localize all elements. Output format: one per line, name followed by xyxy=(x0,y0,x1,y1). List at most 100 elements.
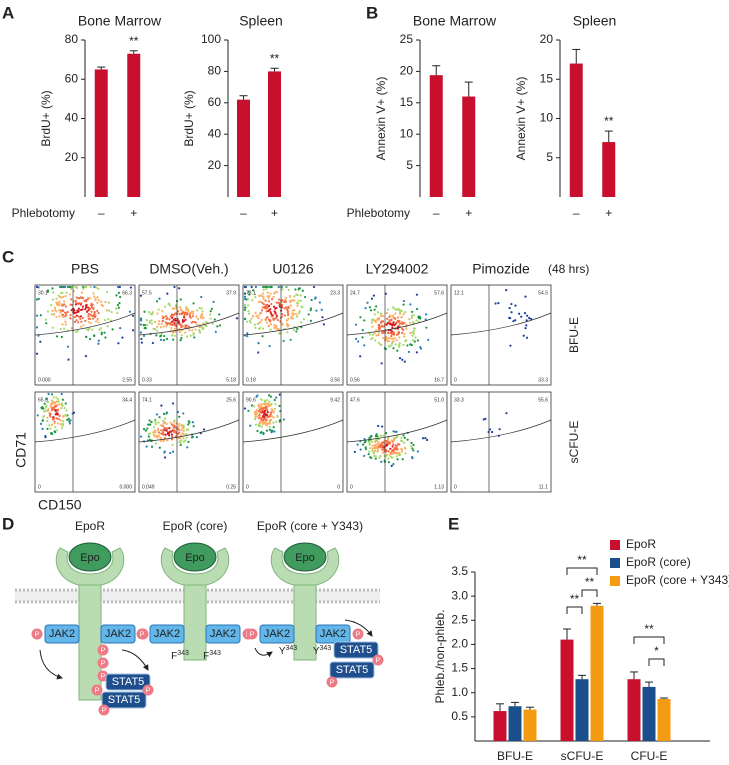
event-dot xyxy=(267,309,270,313)
event-dot xyxy=(262,402,266,406)
event-dot xyxy=(307,313,310,316)
event-dot xyxy=(250,285,253,289)
y-axis-label: Phleb./non-phleb. xyxy=(433,609,447,703)
event-dot xyxy=(64,323,67,326)
event-dot xyxy=(261,335,264,338)
event-dot xyxy=(247,304,250,307)
event-dot xyxy=(415,319,418,322)
legend-swatch xyxy=(610,558,620,568)
event-dot xyxy=(148,438,151,441)
receptor-arms xyxy=(55,547,125,586)
significance-bracket xyxy=(633,636,665,644)
event-dot xyxy=(287,305,290,309)
jak2-label: JAK2 xyxy=(210,628,236,640)
event-dot xyxy=(173,307,176,310)
residue: F343 xyxy=(203,650,221,662)
event-dot xyxy=(182,412,185,415)
event-dot xyxy=(155,334,158,337)
event-dot xyxy=(186,446,189,449)
event-dot xyxy=(372,446,376,450)
event-dot xyxy=(260,403,264,406)
event-dot xyxy=(179,330,182,334)
event-dot xyxy=(107,318,110,321)
event-dot xyxy=(157,434,161,437)
event-dot xyxy=(146,427,149,430)
event-dot xyxy=(119,295,122,299)
event-dot xyxy=(272,411,275,414)
bar xyxy=(268,71,281,197)
event-dot xyxy=(61,404,64,407)
event-dot xyxy=(44,436,47,439)
event-dot xyxy=(386,317,389,320)
significance: ** xyxy=(644,622,654,636)
column-header: PBS xyxy=(71,261,99,277)
event-dot xyxy=(150,445,154,448)
event-dot xyxy=(412,443,415,447)
event-dot xyxy=(66,285,70,289)
event-dot xyxy=(91,328,94,331)
bar xyxy=(429,75,443,197)
phospho-label: P xyxy=(250,631,255,638)
chart-title: Bone Marrow xyxy=(413,13,497,29)
event-dot xyxy=(371,318,375,321)
panel-label: B xyxy=(366,3,378,22)
phospho xyxy=(31,628,43,640)
bar xyxy=(590,605,604,741)
event-dot xyxy=(421,437,425,440)
event-dot xyxy=(212,300,215,303)
quadrant-value: 51.0 xyxy=(434,397,444,403)
residue-pos: 343 xyxy=(209,650,221,657)
event-dot xyxy=(266,316,269,319)
event-dot xyxy=(254,326,257,329)
event-dot xyxy=(530,317,533,321)
event-dot xyxy=(204,324,207,327)
event-dot xyxy=(258,405,261,408)
event-dot xyxy=(266,285,269,289)
event-dot xyxy=(87,315,90,318)
event-dot xyxy=(386,440,389,443)
quadrant-value: 37.9 xyxy=(226,290,236,296)
y-tick-label: 5 xyxy=(406,158,413,172)
residue-aa: Y xyxy=(279,646,286,657)
phospho-label: P xyxy=(376,657,381,664)
event-dot xyxy=(392,340,395,343)
event-dot xyxy=(508,307,511,310)
event-dot xyxy=(196,317,200,320)
event-dot xyxy=(49,427,52,430)
event-dot xyxy=(58,315,61,318)
event-dot xyxy=(184,439,187,442)
stat5-label: STAT5 xyxy=(112,676,145,688)
event-dot xyxy=(128,310,132,313)
y-tick-label: 100 xyxy=(201,32,221,46)
event-dot xyxy=(150,313,153,316)
event-dot xyxy=(385,340,389,343)
event-dot xyxy=(154,423,157,426)
significance-bracket xyxy=(581,589,598,597)
bar xyxy=(127,53,141,197)
event-dot xyxy=(62,295,65,299)
event-dot xyxy=(404,452,407,455)
event-dot xyxy=(119,326,122,330)
event-dot xyxy=(58,414,61,417)
event-dot xyxy=(61,313,65,317)
event-dot xyxy=(424,437,427,440)
event-dot xyxy=(51,309,54,312)
x-tick-label: – xyxy=(240,206,247,220)
gate-curve xyxy=(346,312,448,336)
event-dot xyxy=(97,287,100,290)
event-dot xyxy=(402,313,405,316)
event-dot xyxy=(70,287,73,290)
event-dot xyxy=(160,424,163,427)
event-dot xyxy=(178,415,181,418)
event-dot xyxy=(391,449,394,452)
event-dot xyxy=(404,340,407,343)
event-dot xyxy=(247,409,250,412)
event-dot xyxy=(268,400,271,403)
event-dot xyxy=(85,310,89,313)
event-dot xyxy=(171,307,174,310)
event-dot xyxy=(216,325,219,328)
event-dot xyxy=(359,316,362,319)
event-dot xyxy=(266,405,269,408)
event-dot xyxy=(146,323,149,327)
event-dot xyxy=(82,324,85,327)
